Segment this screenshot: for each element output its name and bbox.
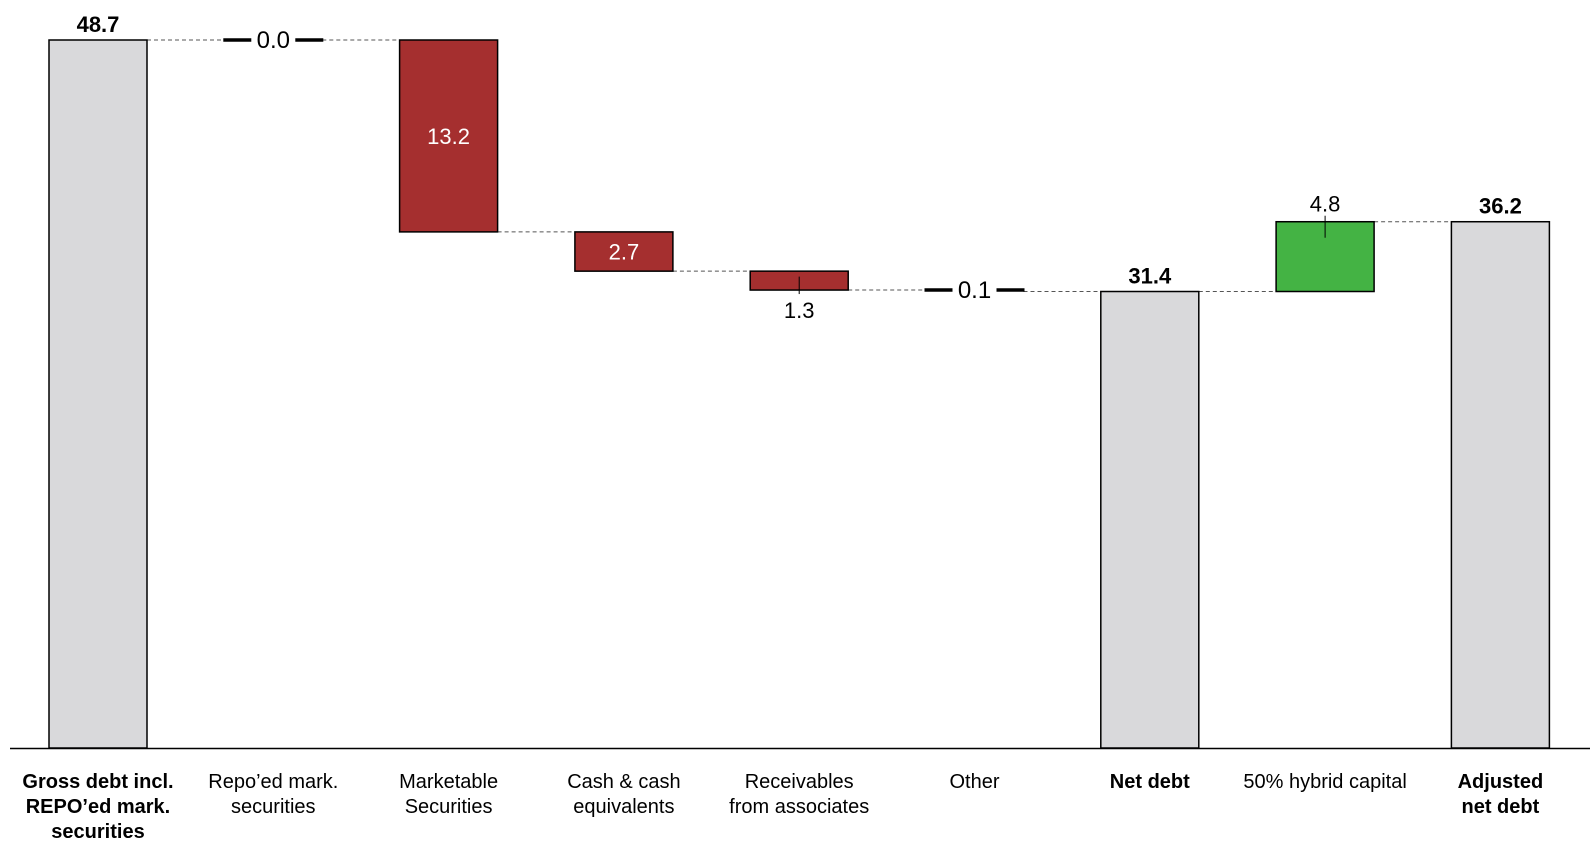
data-label: 31.4 — [1128, 264, 1172, 289]
category-label: Other — [949, 771, 1000, 793]
bar — [398, 39, 499, 233]
data-label: 0.1 — [958, 277, 991, 304]
data-label: 4.8 — [1310, 192, 1341, 217]
bar — [1450, 220, 1551, 749]
bar — [574, 231, 674, 272]
data-label: 2.7 — [609, 240, 640, 265]
category-label: Receivables from associates — [729, 771, 870, 818]
data-label: 0.0 — [257, 27, 290, 54]
category-label: Repo’ed mark. securities — [208, 771, 339, 818]
data-label: 1.3 — [784, 298, 815, 323]
bar — [1100, 290, 1200, 749]
category-label: Gross debt incl. REPO’ed mark. securitie… — [22, 771, 174, 843]
data-label: 48.7 — [77, 12, 120, 37]
category-label: Net debt — [1109, 771, 1190, 793]
category-label: Adjusted net debt — [1457, 771, 1544, 818]
category-label: 50% hybrid capital — [1243, 771, 1407, 793]
bar — [48, 39, 148, 749]
data-label: 13.2 — [427, 124, 470, 149]
category-label: Marketable Securities — [399, 771, 499, 818]
category-label: Cash & cash equivalents — [567, 771, 681, 818]
data-label: 36.2 — [1479, 194, 1522, 219]
